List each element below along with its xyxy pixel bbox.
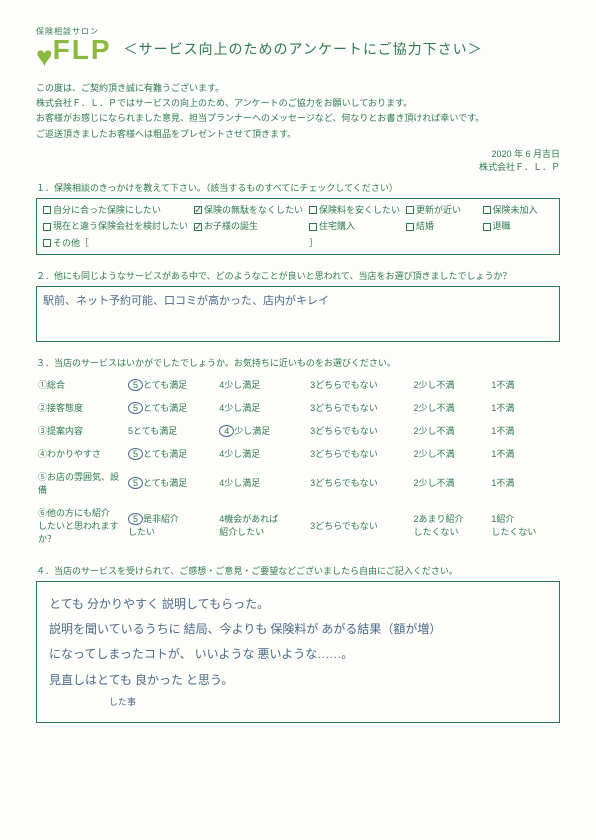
date-block: 2020 年 6 月吉日 株式会社Ｆ．Ｌ．Ｐ xyxy=(36,148,560,175)
q2-label: ２．他にも同じようなサービスがある中で、どのようなことが良いと思われて、当店をお… xyxy=(36,269,560,282)
q4-line: 説明を聞いているうちに 結局、今よりも 保険料が あがる結果（額が増） xyxy=(49,617,547,642)
checkbox-icon xyxy=(309,223,317,231)
question-3: ３．当店のサービスはいかがでしたでしょうか。お気持ちに近いものをお選びください。… xyxy=(36,356,560,550)
company-line: 株式会社Ｆ．Ｌ．Ｐ xyxy=(36,161,560,175)
circled-mark: 5 xyxy=(128,513,143,525)
q4-line: した事 xyxy=(49,693,547,712)
intro-line: 株式会社Ｆ．Ｌ．Ｐではサービスの向上のため、アンケートのご協力をお願いしておりま… xyxy=(36,96,560,111)
checkbox-icon xyxy=(406,206,414,214)
q1-box: 自分に合った保険にしたい 保険の無駄をなくしたい 保険料を安くしたい 更新が近い… xyxy=(36,198,560,255)
checkbox-icon xyxy=(43,239,51,247)
survey-page: 保険相談サロン ♥FLP ＜サービス向上のためのアンケートにご協力下さい＞ この… xyxy=(0,0,596,840)
q3-label: ３．当店のサービスはいかがでしたでしょうか。お気持ちに近いものをお選びください。 xyxy=(36,356,560,369)
q1-opt: その他［ xyxy=(43,236,303,250)
q1-opt: 保険の無駄をなくしたい xyxy=(194,203,303,217)
checkbox-icon xyxy=(43,206,51,214)
circled-mark: 5 xyxy=(128,477,143,489)
rating-row: ⑥他の方にも紹介 したいと思われますか？5是非紹介したい4機会があれば 紹介した… xyxy=(36,501,560,550)
question-4: ４．当店のサービスを受けられて、ご感想・ご意見・ご要望などございましたら自由にご… xyxy=(36,564,560,723)
checkbox-icon xyxy=(483,223,491,231)
header: 保険相談サロン ♥FLP ＜サービス向上のためのアンケートにご協力下さい＞ xyxy=(36,28,560,71)
intro-line: ご返送頂きましたお客様へは粗品をプレゼントさせて頂きます。 xyxy=(36,127,560,142)
q4-line: とても 分かりやすく 説明してもらった。 xyxy=(49,592,547,617)
q2-answer: 駅前、ネット予約可能、口コミが高かった、店内がキレイ xyxy=(43,295,329,307)
q4-line: になってしまったコトが、 いいような 悪いような……。 xyxy=(49,642,547,667)
checkbox-icon xyxy=(194,223,202,231)
q1-opt: 住宅購入 xyxy=(309,219,400,233)
rating-table: ①総合5とても満足4少し満足3どちらでもない2少し不満1不満 ②接客態度5とても… xyxy=(36,373,560,550)
checkbox-icon xyxy=(309,206,317,214)
logo-text: FLP xyxy=(53,34,112,65)
intro-text: この度は、ご契約頂き誠に有難うございます。 株式会社Ｆ．Ｌ．Ｐではサービスの向上… xyxy=(36,81,560,142)
checkbox-icon xyxy=(483,206,491,214)
checkbox-icon xyxy=(194,206,202,214)
checkbox-icon xyxy=(43,223,51,231)
rating-row: ④わかりやすさ5とても満足4少し満足3どちらでもない2少し不満1不満 xyxy=(36,442,560,465)
rating-row: ②接客態度5とても満足4少し満足3どちらでもない2少し不満1不満 xyxy=(36,396,560,419)
q1-opt: 結婚 xyxy=(406,219,476,233)
q4-box: とても 分かりやすく 説明してもらった。 説明を聞いているうちに 結局、今よりも… xyxy=(36,581,560,723)
q1-opt: お子様の誕生 xyxy=(194,219,303,233)
q4-label: ４．当店のサービスを受けられて、ご感想・ご意見・ご要望などございましたら自由にご… xyxy=(36,564,560,577)
q1-opt: 更新が近い xyxy=(406,203,476,217)
rating-row: ③提案内容5とても満足4少し満足3どちらでもない2少し不満1不満 xyxy=(36,419,560,442)
circled-mark: 5 xyxy=(128,379,143,391)
q2-box: 駅前、ネット予約可能、口コミが高かった、店内がキレイ xyxy=(36,286,560,342)
q1-opt: 保険料を安くしたい xyxy=(309,203,400,217)
rating-row: ①総合5とても満足4少し満足3どちらでもない2少し不満1不満 xyxy=(36,373,560,396)
q1-label: １．保険相談のきっかけを教えて下さい。（該当するものすべてにチェックしてください… xyxy=(36,181,560,194)
q1-opt: 退職 xyxy=(483,219,553,233)
circled-mark: 4 xyxy=(219,425,234,437)
circled-mark: 5 xyxy=(128,402,143,414)
page-title: ＜サービス向上のためのアンケートにご協力下さい＞ xyxy=(124,39,483,59)
intro-line: この度は、ご契約頂き誠に有難うございます。 xyxy=(36,81,560,96)
rating-row: ⑤お店の雰囲気、設備5とても満足4少し満足3どちらでもない2少し不満1不満 xyxy=(36,465,560,501)
question-1: １．保険相談のきっかけを教えて下さい。（該当するものすべてにチェックしてください… xyxy=(36,181,560,255)
q4-line: 見直しはとても 良かった と思う。 xyxy=(49,668,547,693)
circled-mark: 5 xyxy=(128,448,143,460)
q1-opt: 現在と違う保険会社を検討したい xyxy=(43,219,188,233)
logo: 保険相談サロン ♥FLP xyxy=(36,28,112,71)
q1-opt-close: ］ xyxy=(309,236,400,250)
q1-opt: 保険未加入 xyxy=(483,203,553,217)
intro-line: お客様がお感じになられました意見、担当プランナーへのメッセージなど、何なりとお書… xyxy=(36,111,560,126)
date-line: 2020 年 6 月吉日 xyxy=(36,148,560,162)
q1-opt: 自分に合った保険にしたい xyxy=(43,203,188,217)
heart-icon: ♥ xyxy=(36,43,53,71)
question-2: ２．他にも同じようなサービスがある中で、どのようなことが良いと思われて、当店をお… xyxy=(36,269,560,342)
checkbox-icon xyxy=(406,223,414,231)
